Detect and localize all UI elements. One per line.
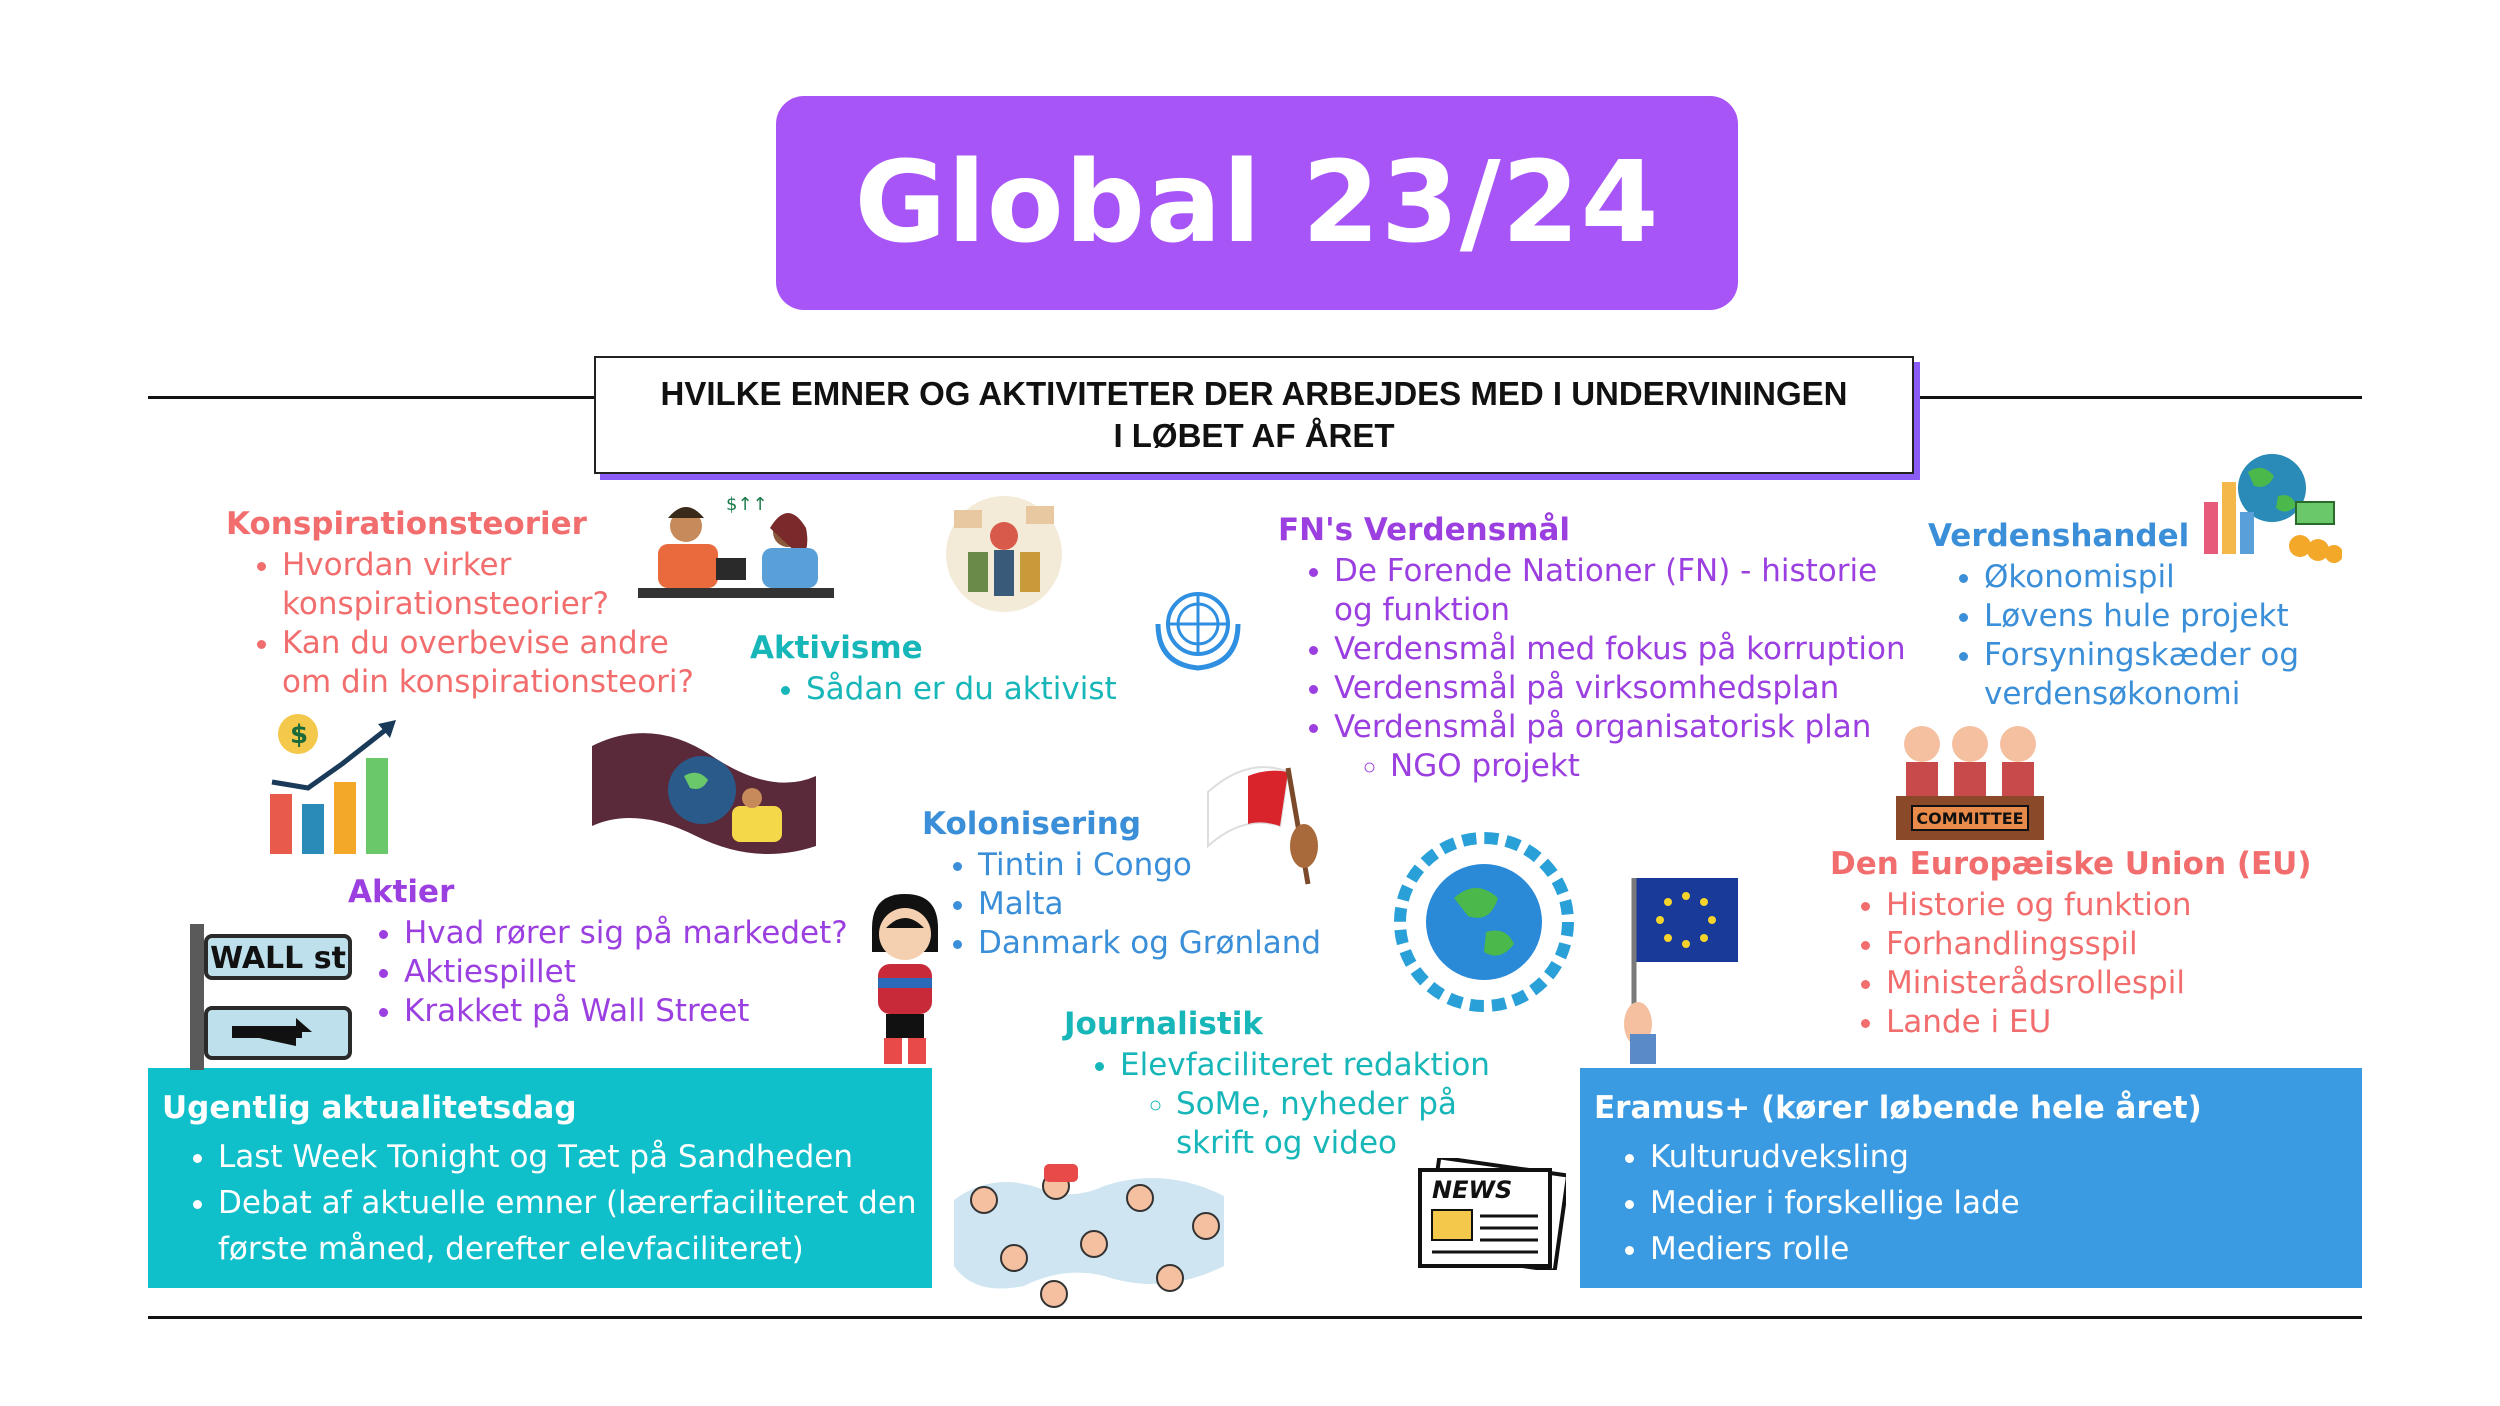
box-heading: Eramus+ (kører løbende hele året) — [1594, 1090, 2202, 1126]
committee-icon: COMMITTEE — [1896, 726, 2044, 840]
globe-people-icon — [1394, 832, 1574, 1012]
section-aktivisme: Aktivisme Sådan er du aktivist — [750, 630, 1170, 709]
list-item: Debat af aktuelle emner (lærerfacilitere… — [218, 1180, 918, 1272]
sub-list-item: NGO projekt — [1390, 747, 1918, 786]
list-item: Forsyningskæder og verdensøkonomi — [1984, 636, 2348, 714]
list-item: Krakket på Wall Street — [404, 992, 868, 1031]
list-item: Verdensmål med fokus på korruption — [1334, 630, 1918, 669]
list-item: De Forende Nationer (FN) - historie og f… — [1334, 552, 1918, 630]
svg-text:$↑↑: $↑↑ — [726, 494, 768, 515]
newspaper-icon: NEWS — [1418, 1158, 1566, 1270]
list-item: Last Week Tonight og Tæt på Sandheden — [218, 1134, 918, 1180]
protest-icon — [946, 496, 1062, 612]
list-item: Kulturudveksling — [1650, 1134, 2348, 1180]
page-title: Global 23/24 — [854, 138, 1660, 268]
dollar-sign: $ — [290, 720, 308, 750]
section-journalistik: Journalistik Elevfaciliteret redaktion S… — [1064, 1006, 1524, 1163]
eu-flag-icon — [1624, 878, 1738, 1064]
list-item: Sådan er du aktivist — [806, 670, 1170, 709]
committee-label: COMMITTEE — [1916, 809, 2023, 828]
box-erasmus: Eramus+ (kører løbende hele året) Kultur… — [1580, 1068, 2362, 1288]
divider-left — [148, 396, 594, 399]
box-heading: Ugentlig aktualitetsdag — [162, 1090, 577, 1126]
section-heading: Journalistik — [1064, 1006, 1263, 1042]
divider-bottom — [148, 1316, 2362, 1319]
list-item: Tintin i Congo — [978, 846, 1342, 885]
title-banner: Global 23/24 — [776, 96, 1738, 310]
list-item: Danmark og Grønland — [978, 924, 1342, 963]
list-item: Løvens hule projekt — [1984, 597, 2348, 636]
newspaper-headline: NEWS — [1432, 1176, 1512, 1204]
section-heading: Den Europæiske Union (EU) — [1830, 846, 2312, 882]
section-verdenshandel: Verdenshandel Økonomispil Løvens hule pr… — [1928, 518, 2348, 714]
list-item: Verdensmål på virksomhedsplan — [1334, 669, 1918, 708]
stocks-chart-icon: $ — [270, 714, 396, 854]
list-item: Medier i forskellige lade — [1650, 1180, 2348, 1226]
box-ugentlig-aktualitetsdag: Ugentlig aktualitetsdag Last Week Tonigh… — [148, 1068, 932, 1288]
section-heading: Aktier — [348, 874, 455, 910]
section-heading: FN's Verdensmål — [1278, 512, 1571, 548]
section-konspirationsteorier: Konspirationsteorier Hvordan virker kons… — [226, 506, 726, 702]
conspiracy-illustration-icon — [592, 733, 816, 854]
world-trade-icon — [2204, 454, 2342, 563]
sub-list-item: SoMe, nyheder på skrift og video — [1176, 1085, 1524, 1163]
un-emblem-icon — [1155, 592, 1241, 671]
list-item: Elevfaciliteret redaktion — [1120, 1046, 1524, 1085]
malta-flag-icon — [1207, 766, 1318, 885]
divider-right — [1910, 396, 2362, 399]
section-fn-verdensmaal: FN's Verdensmål De Forende Nationer (FN)… — [1278, 512, 1918, 786]
subtitle-line-1: HVILKE EMNER OG AKTIVITETER DER ARBEJDES… — [660, 375, 1848, 412]
section-heading: Kolonisering — [922, 806, 1142, 842]
section-aktier: Aktier Hvad rører sig på markedet? Aktie… — [348, 874, 868, 1031]
section-heading: Konspirationsteorier — [226, 506, 587, 542]
greenland-child-icon — [872, 894, 938, 1064]
section-eu: Den Europæiske Union (EU) Historie og fu… — [1830, 846, 2350, 1042]
wall-street-sign-text: WALL st — [210, 941, 346, 976]
people-debating-icon: $↑↑ — [638, 494, 834, 598]
subtitle-box: HVILKE EMNER OG AKTIVITETER DER ARBEJDES… — [594, 356, 1914, 474]
section-heading: Verdenshandel — [1928, 518, 2190, 554]
subtitle-line-2: I LØBET AF ÅRET — [1113, 417, 1395, 454]
wall-street-sign-icon: WALL st — [190, 924, 352, 1070]
list-item: Lande i EU — [1886, 1003, 2350, 1042]
list-item: Økonomispil — [1984, 558, 2348, 597]
list-item: Ministerådsrollespil — [1886, 964, 2350, 1003]
list-item: Forhandlingsspil — [1886, 925, 2350, 964]
list-item: Aktiespillet — [404, 953, 868, 992]
list-item: Historie og funktion — [1886, 886, 2350, 925]
list-item: Kan du overbevise andre om din konspirat… — [282, 624, 726, 702]
list-item: Verdensmål på organisatorisk plan — [1334, 708, 1918, 747]
section-heading: Aktivisme — [750, 630, 923, 666]
list-item: Mediers rolle — [1650, 1226, 2348, 1272]
list-item: Hvordan virker konspirationsteorier? — [282, 546, 726, 624]
section-kolonisering: Kolonisering Tintin i Congo Malta Danmar… — [922, 806, 1342, 963]
social-network-map-icon — [954, 1164, 1224, 1308]
list-item: Hvad rører sig på markedet? — [404, 914, 868, 953]
list-item: Malta — [978, 885, 1342, 924]
